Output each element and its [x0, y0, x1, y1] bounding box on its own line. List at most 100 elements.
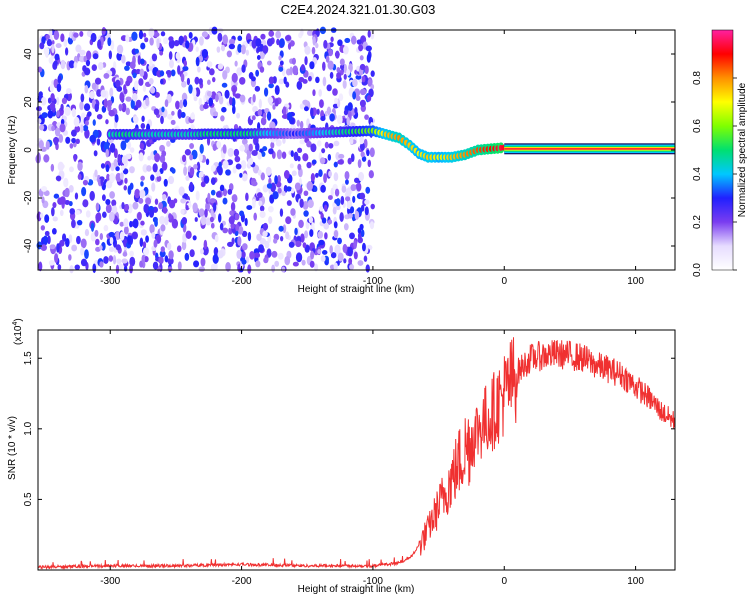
spectrogram-noise-cell — [316, 108, 320, 115]
spectrogram-noise-cell — [201, 31, 209, 38]
spectrogram-noise-cell — [181, 240, 187, 251]
spectrogram-noise-cell — [105, 148, 109, 158]
spectrogram-noise-cell — [299, 198, 304, 209]
spectrogram-noise-cell — [212, 253, 219, 264]
spectrogram-noise-cell — [73, 116, 80, 127]
spectrogram-noise-cell — [217, 32, 223, 42]
spectrogram-noise-cell — [189, 249, 195, 258]
spectrogram-noise-cell — [199, 171, 204, 178]
spectrogram-noise-cell — [363, 255, 368, 262]
spectrogram-noise-cell — [295, 240, 302, 248]
spectrogram-noise-cell — [250, 76, 256, 82]
spectrogram-noise-cell — [259, 66, 265, 73]
spectrogram-noise-cell — [309, 229, 314, 237]
spectrogram-noise-cell — [45, 34, 50, 40]
spectrogram-noise-cell — [109, 191, 115, 199]
spectrogram-noise-cell — [121, 201, 125, 210]
spectrogram-noise-cell — [121, 258, 128, 264]
spectrogram-noise-cell — [310, 250, 315, 260]
spectrogram-noise-cell — [125, 107, 130, 116]
snr-series-line — [37, 337, 676, 570]
spectrogram-noise-cell — [119, 221, 124, 227]
spectrogram-noise-cell — [233, 148, 240, 157]
spectrogram-noise-cell — [90, 222, 95, 232]
spectrogram-noise-cell — [182, 99, 188, 108]
spectrogram-noise-cell — [77, 173, 82, 180]
spectrogram-noise-cell — [168, 199, 176, 209]
spectrogram-noise-cell — [365, 186, 371, 194]
spectrogram-noise-cell — [262, 45, 269, 54]
spectrogram-noise-cell — [195, 56, 200, 67]
spectrogram-noise-cell — [266, 60, 272, 66]
spectrogram-noise-cell — [177, 65, 181, 75]
spectrogram-noise-cell — [282, 106, 287, 116]
colorbar-gradient — [712, 30, 733, 270]
snr-y-label: SNR (10 * v/v) — [7, 416, 18, 480]
spectrogram-noise-cell — [127, 203, 133, 214]
spectrogram-noise-cell — [95, 212, 102, 222]
spectrogram-noise-cell — [263, 257, 269, 264]
spectrogram-noise-cell — [321, 217, 327, 224]
spectrogram-noise-cell — [159, 144, 166, 153]
spectrogram-noise-cell — [206, 90, 213, 97]
spectrogram-noise-cell — [354, 106, 358, 114]
spectrogram-noise-cell — [347, 157, 352, 165]
spectrogram-noise-cell — [120, 165, 125, 171]
spectrogram-noise-cell — [36, 106, 42, 112]
spectrogram-noise-cell — [192, 235, 197, 241]
spectrogram-noise-cell — [222, 70, 228, 80]
spectrogram-noise-cell — [112, 255, 117, 265]
spectrogram-noise-cell — [278, 78, 285, 85]
spectrogram-noise-cell — [338, 153, 345, 159]
spectrogram-noise-cell — [283, 185, 288, 193]
spectrogram-noise-cell — [48, 260, 55, 266]
spectrogram-noise-cell — [138, 152, 144, 162]
spectrogram-noise-cell — [283, 170, 290, 179]
spectrogram-y-tick-label: 20 — [23, 96, 34, 108]
spectrogram-noise-cell — [247, 231, 252, 242]
spectrogram-noise-cell — [188, 32, 193, 39]
spectrogram-noise-cell — [79, 30, 84, 37]
spectrogram-noise-cell — [95, 202, 100, 211]
spectrogram-noise-cell — [151, 232, 156, 239]
spectrogram-noise-cell — [256, 55, 261, 61]
spectrogram-noise-cell — [324, 232, 328, 240]
spectrogram-noise-cell — [313, 263, 319, 272]
spectrogram-noise-cell — [350, 153, 355, 163]
snr-x-ticks: -300 -200 -100 0 100 — [100, 330, 644, 587]
spectrogram-noise-cell — [60, 103, 64, 112]
spectrogram-noise-cell — [239, 94, 246, 103]
spectrogram-noise-cell — [368, 88, 374, 98]
spectrogram-noise-cell — [308, 216, 314, 224]
spectrogram-noise-cell — [227, 241, 234, 248]
spectrogram-noise-cell — [262, 112, 267, 119]
spectrogram-noise-cell — [281, 151, 287, 159]
spectrogram-noise-cell — [143, 203, 150, 214]
spectrogram-noise-cell — [189, 142, 195, 149]
spectrogram-noise-cell — [239, 144, 246, 152]
spectrogram-noise-cell — [95, 238, 100, 246]
spectrogram-noise-cell — [333, 140, 340, 147]
spectrogram-noise-cell — [367, 78, 373, 87]
spectrogram-noise-cell — [131, 31, 138, 41]
spectrogram-noise-cell — [64, 47, 69, 56]
spectrogram-noise-cell — [306, 181, 313, 191]
spectrogram-noise-cell — [140, 42, 146, 50]
spectrogram-noise-cell — [155, 170, 161, 177]
spectrogram-noise-cell — [318, 89, 322, 97]
spectrogram-noise-cell — [263, 87, 269, 97]
spectrogram-noise-cell — [225, 169, 231, 176]
spectrogram-noise-cell — [148, 78, 154, 85]
spectrogram-noise-cell — [336, 114, 343, 125]
spectrogram-noise-cell — [208, 68, 215, 76]
spectrogram-noise-cell — [229, 38, 236, 45]
spectrogram-noise-cell — [200, 215, 207, 226]
spectrogram-noise-cell — [337, 39, 343, 47]
spectrogram-noise-cell — [241, 138, 248, 145]
spectrogram-noise-cell — [198, 78, 203, 86]
spectrogram-noise-cell — [288, 102, 292, 110]
spectrogram-noise-cell — [352, 91, 357, 100]
spectrogram-noise-cell — [258, 98, 262, 109]
spectrogram-noise-cell — [42, 235, 48, 246]
spectrogram-noise-cell — [45, 140, 50, 150]
